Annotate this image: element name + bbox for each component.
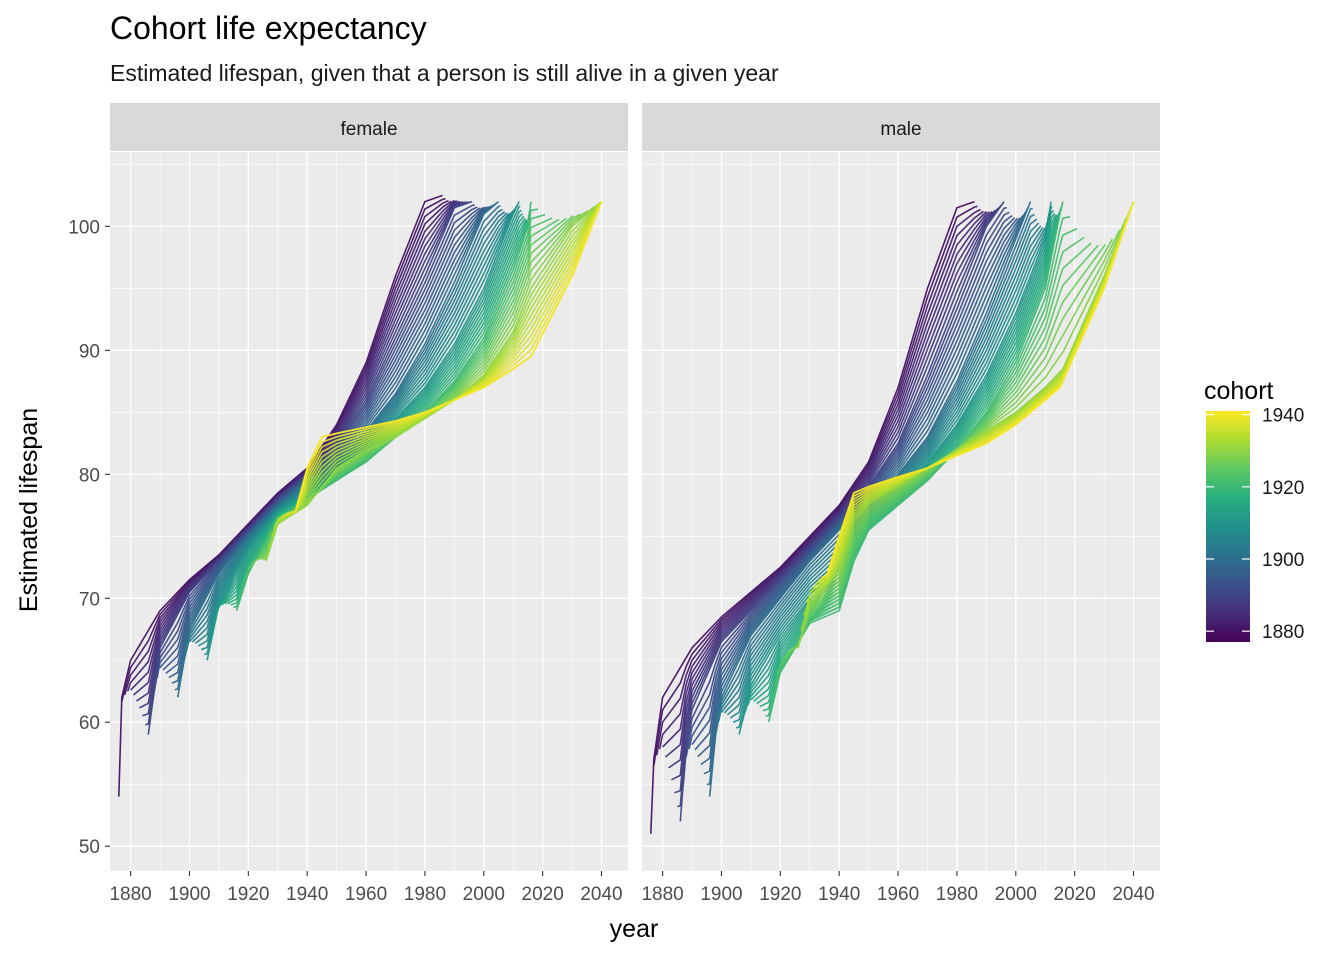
y-tick-label: 50 <box>79 837 100 858</box>
x-tick-label: 2040 <box>580 884 622 905</box>
cohort-line <box>268 201 603 549</box>
cohort-lines <box>118 194 603 797</box>
x-tick-label: 1980 <box>936 884 978 905</box>
x-tick-label: 1940 <box>818 884 860 905</box>
facet-strip <box>110 103 628 151</box>
x-tick-label: 1960 <box>877 884 919 905</box>
cohort-line <box>658 210 984 750</box>
cohort-line <box>685 211 1010 758</box>
x-tick-label: 1900 <box>700 884 742 905</box>
x-tick-label: 1920 <box>759 884 801 905</box>
cohort-line <box>179 205 501 679</box>
cohort-line <box>826 201 1135 574</box>
cohort-line <box>162 206 486 671</box>
cohort-line <box>691 217 1016 746</box>
cohort-line <box>280 201 603 518</box>
cohort-line <box>289 201 603 514</box>
y-tick-label: 80 <box>79 465 100 486</box>
x-tick-label: 2000 <box>995 884 1037 905</box>
x-tick-label: 1940 <box>286 884 328 905</box>
y-tick-label: 60 <box>79 713 100 734</box>
cohort-line <box>662 210 987 748</box>
chart-title: Cohort life expectancy <box>110 10 427 46</box>
x-tick-label: 2040 <box>1112 884 1154 905</box>
legend-label: 1880 <box>1262 622 1304 643</box>
cohort-line <box>671 209 996 781</box>
cohort-line <box>294 201 603 512</box>
cohort-line <box>677 204 1002 808</box>
cohort-line <box>682 206 1007 786</box>
cohort-line <box>668 210 993 769</box>
legend-label: 1940 <box>1262 406 1304 427</box>
cohort-line <box>265 200 603 562</box>
facet-label-female: female <box>340 119 397 140</box>
x-tick-label: 2020 <box>1054 884 1096 905</box>
cohort-line <box>191 212 510 643</box>
x-tick-label: 1960 <box>345 884 387 905</box>
cohort-line <box>650 200 975 834</box>
x-tick-label: 1880 <box>109 884 151 905</box>
cohort-line <box>292 201 603 513</box>
facet-label-male: male <box>880 119 921 140</box>
cohort-line <box>674 207 999 794</box>
cohort-line <box>174 202 497 691</box>
x-tick-label: 1920 <box>227 884 269 905</box>
cohort-line <box>653 205 978 766</box>
cohort-line <box>159 207 484 669</box>
x-axis-title: year <box>610 915 659 943</box>
cohort-line <box>779 242 1092 664</box>
facet-strip <box>642 103 1160 151</box>
cohort-line <box>664 211 990 758</box>
y-tick-label: 100 <box>68 217 100 238</box>
cohort-line <box>197 210 514 647</box>
chart-subtitle: Estimated lifespan, given that a person … <box>110 60 779 86</box>
x-tick-label: 2020 <box>522 884 564 905</box>
panel-male: male 1880 1900 1920 1940 1960 1980 2000 2020 2040 <box>641 103 1160 905</box>
cohort-line <box>283 201 603 516</box>
y-tick-label: 90 <box>79 341 100 362</box>
legend-colorbar <box>1206 411 1250 642</box>
cohort-line <box>717 218 1038 722</box>
x-tick-label: 2000 <box>463 884 505 905</box>
cohort-lines <box>650 200 1135 834</box>
legend-label: 1900 <box>1262 550 1304 571</box>
y-axis-title: Estimated lifespan <box>15 408 43 612</box>
cohort-line <box>655 208 981 756</box>
x-tick-label: 1900 <box>168 884 210 905</box>
panel-background <box>642 152 1160 871</box>
legend-title: cohort <box>1204 377 1274 405</box>
legend-label: 1920 <box>1262 478 1304 499</box>
cohort-line <box>286 201 603 515</box>
x-tick-label: 1980 <box>404 884 446 905</box>
x-tick-label: 1880 <box>641 884 683 905</box>
cohort-line <box>168 205 492 679</box>
panel-female: female 1880 1900 1920 1940 1960 1980 2000 2020 20… <box>68 103 628 905</box>
cohort-line <box>782 244 1099 659</box>
y-tick-label: 70 <box>79 589 100 610</box>
cohort-line <box>688 214 1013 750</box>
cohort-line <box>679 201 1005 822</box>
cohort-line <box>277 201 603 520</box>
